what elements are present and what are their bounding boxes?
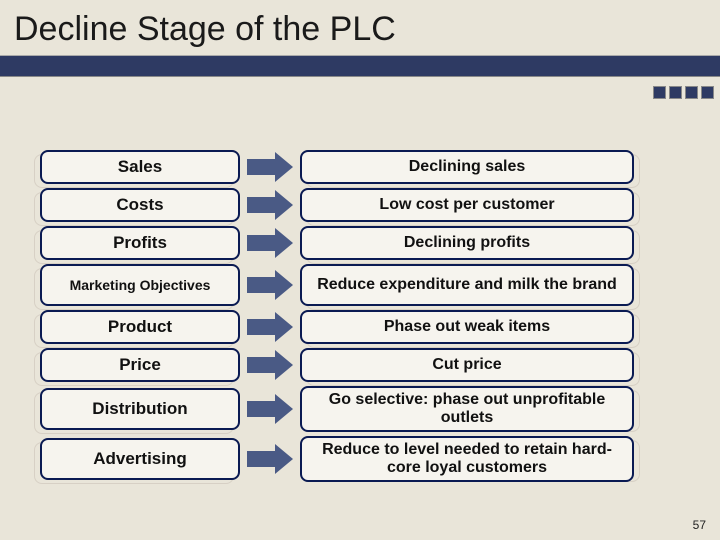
arrow-icon [240, 228, 300, 258]
label-box: Profits [40, 226, 240, 260]
diagram-row: Price Cut price [40, 348, 690, 382]
value-box: Declining profits [300, 226, 634, 260]
label-box: Advertising [40, 438, 240, 480]
slide-title: Decline Stage of the PLC [0, 0, 720, 55]
value-box: Reduce expenditure and milk the brand [300, 264, 634, 306]
page-number: 57 [693, 518, 706, 532]
arrow-icon [240, 350, 300, 380]
rows-container: Sales Declining sales Costs Low cost per cu… [40, 150, 690, 486]
value-box: Low cost per customer [300, 188, 634, 222]
value-box: Cut price [300, 348, 634, 382]
diagram-row: Advertising Reduce to level needed to ret… [40, 436, 690, 482]
title-underline-band [0, 55, 720, 77]
arrow-icon [240, 444, 300, 474]
diagram-row: Profits Declining profits [40, 226, 690, 260]
label-box: Marketing Objectives [40, 264, 240, 306]
arrow-icon [240, 190, 300, 220]
label-box: Price [40, 348, 240, 382]
label-box: Costs [40, 188, 240, 222]
label-box: Sales [40, 150, 240, 184]
diagram-row: Costs Low cost per customer [40, 188, 690, 222]
label-box: Distribution [40, 388, 240, 430]
label-box: Product [40, 310, 240, 344]
title-decor-squares [653, 86, 714, 99]
arrow-icon [240, 312, 300, 342]
arrow-icon [240, 270, 300, 300]
arrow-icon [240, 394, 300, 424]
value-box: Reduce to level needed to retain hard-co… [300, 436, 634, 482]
diagram-row: Marketing Objectives Reduce expenditure a… [40, 264, 690, 306]
value-box: Declining sales [300, 150, 634, 184]
value-box: Go selective: phase out unprofitable out… [300, 386, 634, 432]
value-box: Phase out weak items [300, 310, 634, 344]
diagram-row: Product Phase out weak items [40, 310, 690, 344]
diagram-row: Sales Declining sales [40, 150, 690, 184]
arrow-icon [240, 152, 300, 182]
diagram-row: Distribution Go selective: phase out unpr… [40, 386, 690, 432]
